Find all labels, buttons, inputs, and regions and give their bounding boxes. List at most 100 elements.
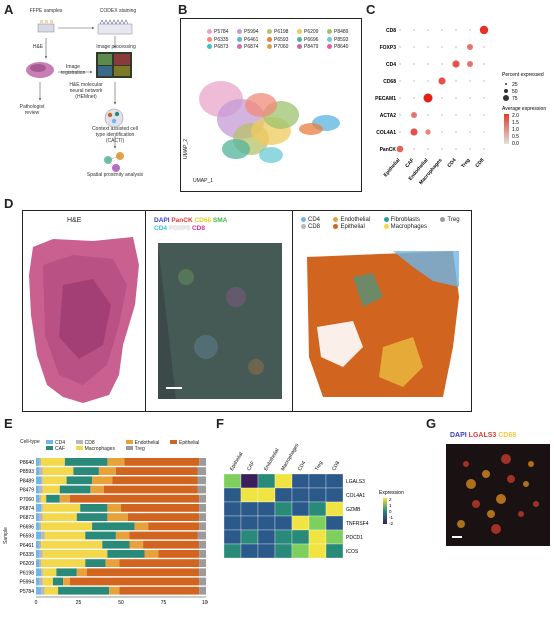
stacked-legend-label: Macrophages [84, 446, 115, 452]
lgals3-spot [472, 500, 480, 508]
stacked-bar-segment [199, 586, 206, 595]
stacked-bar-segment [197, 467, 206, 475]
label-ffpe: FFPE samples [29, 8, 63, 14]
umap-legend-item: P6198 [267, 29, 297, 36]
g-marker-label: DAPI [450, 432, 469, 439]
stacked-bar-segment [36, 559, 40, 567]
dotplot-dot [483, 46, 485, 48]
umap-legend-label: P8640 [334, 43, 349, 50]
celltype-legend-label: Endothelial [340, 217, 371, 224]
heatmap-cell [308, 501, 327, 517]
dotplot-dot [438, 77, 446, 85]
dotplot-dot [399, 63, 401, 65]
dotplot-dot [479, 25, 489, 35]
stacked-bar-segment [42, 504, 81, 512]
heatmap-legend-tick: 2 [389, 497, 392, 502]
stacked-bar-segment [119, 586, 200, 595]
umap-legend-label: P5994 [244, 28, 259, 35]
stacked-bar-segment [76, 513, 108, 521]
stacked-bar-segment [199, 504, 206, 512]
stacked-bar-segment [119, 559, 200, 567]
panel-a-workflow [26, 19, 133, 172]
stacked-bar-segment [107, 504, 121, 512]
stacked-bar-segment [112, 476, 198, 485]
size-legend-title: Percent expressed [502, 72, 544, 78]
stacked-bar-segment [39, 550, 43, 558]
stacked-bar-segment [53, 577, 64, 586]
legend-swatch [207, 44, 212, 50]
legend-swatch [297, 36, 302, 42]
stacked-bar-segment [36, 494, 40, 503]
image-processing-icon [96, 52, 132, 78]
heatmap-cell [308, 543, 327, 559]
color-legend-tick: 2.0 [512, 113, 519, 119]
stacked-bar-segment [129, 540, 144, 549]
celltype-legend-item: CD8 [301, 224, 329, 230]
legend-swatch [301, 224, 306, 230]
heatmap-cell [274, 529, 293, 545]
stacked-bar-segment [41, 559, 86, 567]
stacked-bar-xtick: 100 [202, 600, 208, 606]
celltype-map-pane: CD4 Endothelial Fibroblasts Treg CD8 Epitheli… [293, 211, 471, 411]
panel-f-letter: F [216, 416, 224, 431]
legend-swatch [125, 440, 133, 444]
stacked-legend-item: CD4 [46, 440, 72, 446]
stacked-bar-segment [39, 458, 42, 466]
legend-swatch [267, 44, 272, 50]
celltype-legend-item: CD4 [301, 217, 329, 223]
stacked-bar-category: P8489 [20, 478, 35, 484]
umap-legend-item: P5784 [207, 29, 237, 36]
umap-legend-item: P7060 [267, 44, 297, 51]
celltype-legend-item: Fibroblasts [383, 217, 437, 223]
heatmap-legend-tick: -2 [389, 521, 393, 526]
stacked-bar-segment [105, 559, 120, 567]
dotplot-dot [483, 148, 485, 150]
dotplot-dot [452, 60, 460, 68]
label-cacti: Context assisted cell type identificatio… [92, 126, 138, 144]
celltype-legend-item: Treg [440, 217, 469, 223]
stacked-bar-segment [107, 550, 145, 558]
dotplot-dot [396, 145, 404, 153]
dotplot-dot [441, 29, 443, 31]
dotplot-dot [413, 148, 415, 150]
lgals3-image [446, 444, 550, 546]
dotplot-gene-label: CD4 [386, 62, 396, 68]
stacked-bar-segment [42, 568, 57, 577]
he-tissue-image [29, 237, 139, 403]
dotplot-gene-label: PECAM1 [375, 96, 396, 102]
g-marker-label: CD68 [498, 432, 517, 439]
heatmap-row-label: COL4A1 [346, 493, 365, 499]
dotplot-dot [399, 29, 401, 31]
dotplot-gene-label: ACTA2 [380, 113, 397, 119]
umap-legend-item: P8640 [327, 44, 357, 51]
stacked-bar-segment [107, 458, 125, 466]
lgals3-spot [466, 479, 476, 489]
lgals3-spot [523, 481, 529, 487]
legend-swatch [297, 44, 302, 50]
heatmap-cell [240, 543, 259, 559]
lgals3-spot [533, 501, 539, 507]
stacked-bar-segment [39, 513, 43, 521]
dotplot-dot [399, 131, 401, 133]
dotplot-dot [399, 80, 401, 82]
umap-legend-item: P6874 [237, 44, 267, 51]
umap-cluster [222, 139, 250, 159]
legend-swatch [207, 29, 212, 34]
umap-legend-label: P6461 [244, 36, 259, 43]
lgals3-spot [463, 461, 469, 467]
codex-slide-icon [97, 19, 133, 35]
color-legend-tick: 1.0 [512, 127, 519, 133]
stacked-bar-segment [143, 540, 200, 549]
heatmap-cell [291, 529, 310, 545]
dotplot-celltype-label: CD8 [474, 157, 485, 169]
stacked-bar-segment [199, 540, 206, 549]
dotplot-dot [427, 29, 429, 31]
heatmap-cell [274, 543, 293, 559]
heatmap-row-label: LGALS3 [346, 479, 365, 485]
stacked-bar-segment [199, 513, 206, 521]
stacked-bar-segment [70, 494, 200, 503]
panel-c-letter: C [366, 2, 376, 17]
codex-marker-legend: DAPI PanCK CD68 SMA CD4 FOXP3 CD8 [154, 217, 290, 233]
lgals3-spot [528, 461, 534, 467]
celltype-legend-item: Epithelial [333, 224, 379, 230]
